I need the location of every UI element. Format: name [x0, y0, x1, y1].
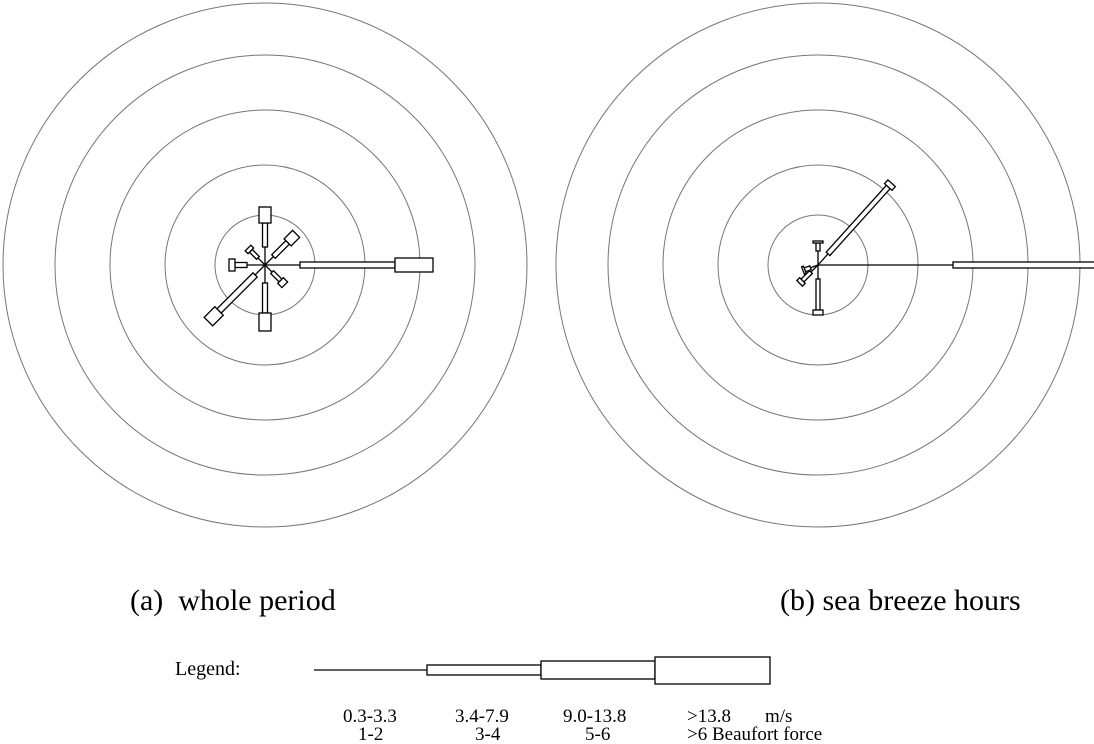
arm-line — [810, 264, 819, 269]
arm-line — [264, 256, 274, 266]
arm-box — [258, 206, 272, 224]
arm-line — [254, 264, 266, 276]
arm-box — [883, 178, 897, 192]
legend-box-1 — [426, 664, 542, 676]
legend-box-2 — [540, 660, 656, 680]
arm-line — [257, 257, 266, 266]
ring — [54, 54, 476, 476]
arm — [264, 229, 301, 266]
speed-label: >13.8 — [687, 706, 731, 727]
speed-label: 9.0-13.8 — [563, 706, 626, 727]
arm-box — [261, 282, 269, 314]
caption-a: (a) whole period — [130, 584, 336, 617]
arm — [203, 264, 266, 327]
arm-box — [258, 312, 272, 332]
arm — [818, 261, 1094, 269]
wind-rose-whole-period — [2, 2, 528, 528]
arm-line — [264, 264, 273, 273]
arm-box — [299, 261, 396, 269]
legend-symbols — [314, 656, 771, 685]
speed-unit: m/s — [765, 706, 792, 727]
arm-box — [244, 244, 255, 255]
caption-b: (b) sea breeze hours — [780, 584, 1021, 617]
ring — [2, 2, 528, 528]
arm — [817, 178, 897, 266]
arm-box — [270, 239, 291, 260]
arm — [795, 264, 819, 288]
beaufort-label: 5-6 — [585, 724, 610, 744]
arm — [264, 264, 289, 289]
arm-box — [815, 242, 821, 252]
arm — [812, 240, 824, 265]
arm-box — [261, 222, 269, 248]
arm-box — [812, 240, 824, 244]
arm-line — [817, 253, 829, 266]
beaufort-label: >6 Beaufort force — [687, 724, 822, 744]
arm — [258, 206, 272, 265]
arm-box — [795, 276, 807, 288]
arm — [265, 257, 434, 273]
speed-label: 0.3-3.3 — [343, 706, 397, 727]
arm-box — [234, 261, 248, 269]
arm — [244, 244, 266, 266]
arm-line — [810, 264, 819, 273]
arm-box — [203, 305, 225, 327]
arm-box — [812, 309, 824, 316]
legend-title: Legend: — [175, 658, 241, 680]
beaufort-label: 1-2 — [358, 724, 383, 744]
legend-box-3 — [654, 656, 771, 685]
beaufort-label: 3-4 — [475, 724, 501, 744]
arm-box — [228, 258, 236, 272]
speed-label: 3.4-7.9 — [455, 706, 509, 727]
arm-box — [283, 229, 301, 247]
arm-box — [276, 276, 289, 289]
arm — [812, 265, 824, 316]
arm-box — [800, 265, 808, 276]
arm — [228, 258, 265, 272]
arm-box — [394, 257, 434, 273]
arm-box — [825, 184, 892, 257]
wind-rose-sea-breeze — [555, 2, 1094, 528]
arm — [258, 265, 272, 332]
arm-box — [952, 261, 1094, 269]
arm-box — [815, 278, 821, 311]
arm — [800, 264, 819, 276]
